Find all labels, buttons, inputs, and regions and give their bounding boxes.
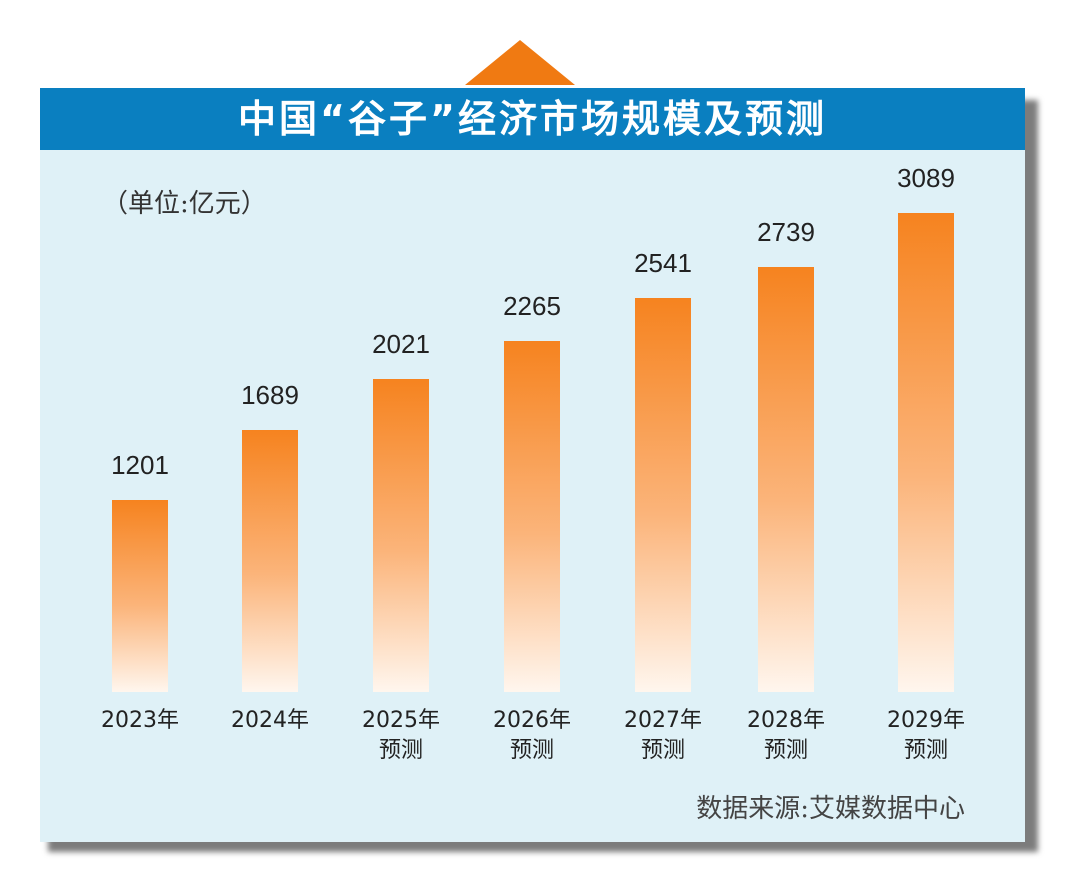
- category-year: 2027年: [624, 708, 702, 733]
- category-year: 2026年: [493, 708, 571, 733]
- chart-title: 中国“谷子”经济市场规模及预测: [40, 88, 1025, 150]
- category-forecast-tag: 预测: [763, 738, 808, 763]
- bar-2027年: [635, 297, 691, 692]
- unit-label: （单位:亿元）: [102, 189, 267, 219]
- category-label: 2027年预测: [603, 706, 723, 766]
- category-year: 2025年: [362, 708, 440, 733]
- value-label: 2541: [634, 247, 692, 278]
- category-forecast-tag: 预测: [640, 738, 685, 763]
- category-label: 2028年预测: [726, 706, 846, 766]
- category-label: 2024年: [210, 706, 330, 736]
- source-note: 数据来源:艾媒数据中心: [696, 794, 965, 824]
- value-label: 2739: [757, 217, 815, 248]
- bar-2028年: [758, 267, 814, 692]
- category-forecast-tag: 预测: [378, 738, 423, 763]
- category-forecast-tag: 预测: [903, 738, 948, 763]
- category-label: 2023年: [80, 706, 200, 736]
- bar-2029年: [898, 213, 954, 692]
- bar-2024年: [242, 430, 298, 692]
- bar-2023年: [112, 499, 168, 692]
- value-label: 3089: [897, 163, 955, 193]
- category-label: 2025年预测: [341, 706, 461, 766]
- value-label: 2021: [372, 328, 430, 359]
- value-label: 1201: [111, 449, 169, 480]
- category-label: 2029年预测: [866, 706, 986, 766]
- decorative-triangle-icon: [465, 40, 575, 85]
- value-label: 1689: [241, 380, 299, 411]
- category-label: 2026年预测: [472, 706, 592, 766]
- category-year: 2024年: [231, 708, 309, 733]
- category-year: 2028年: [747, 708, 825, 733]
- bar-2025年: [373, 378, 429, 692]
- category-year: 2029年: [887, 708, 965, 733]
- bar-2026年: [504, 340, 560, 692]
- category-forecast-tag: 预测: [509, 738, 554, 763]
- value-label: 2265: [503, 290, 561, 321]
- chart-panel: 中国“谷子”经济市场规模及预测 （单位:亿元） 数据来源:艾媒数据中心 1201…: [40, 88, 1025, 842]
- category-year: 2023年: [101, 708, 179, 733]
